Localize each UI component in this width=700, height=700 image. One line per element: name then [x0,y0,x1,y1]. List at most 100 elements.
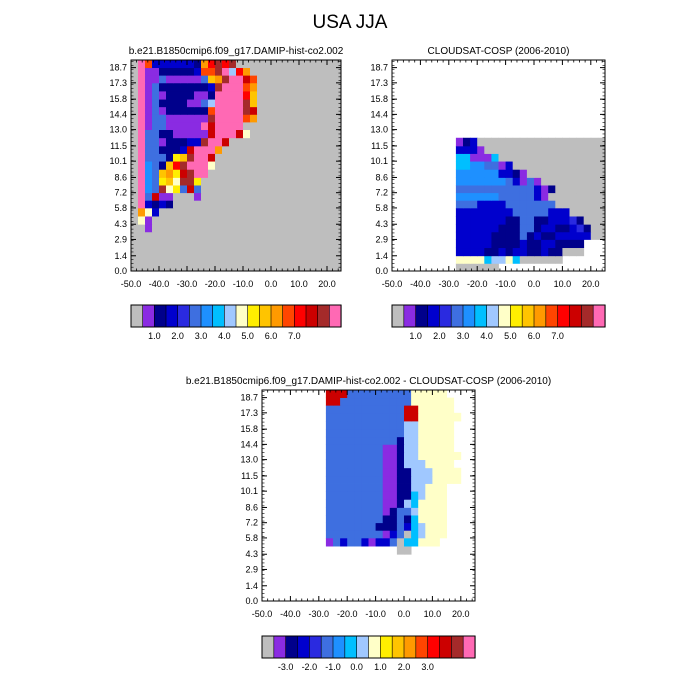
heatmap-cell [389,405,398,414]
heatmap-cell [548,161,556,170]
heatmap-cell [236,224,244,233]
heatmap-cell [347,429,355,438]
heatmap-cell [505,247,514,257]
heatmap-cell [299,231,307,240]
heatmap-cell [368,483,376,492]
heatmap-cell [562,185,570,194]
heatmap-cell [257,263,265,271]
heatmap-cell [361,499,369,508]
heatmap-cell [382,475,391,484]
figure-title: USA JJA [313,12,388,33]
heatmap-cell [389,397,398,406]
heatmap-cell [201,216,209,225]
heatmap-cell [138,106,146,115]
heatmap-cell [446,436,455,445]
heatmap-cell [569,161,577,170]
heatmap-cell [264,169,272,178]
heatmap-cell [292,263,300,271]
heatmap-cell [166,145,174,154]
colorbar-swatch [510,304,523,328]
heatmap-cell [411,499,419,508]
heatmap-cell [138,177,146,186]
heatmap-cell [470,247,478,257]
heatmap-cell [325,397,334,406]
heatmap-cell [404,459,412,469]
heatmap-cell [166,200,174,209]
heatmap-cell [201,255,209,264]
heatmap-cell [382,397,391,406]
heatmap-cell [236,255,244,264]
heatmap-cell [250,145,258,154]
heatmap-cell [313,137,321,147]
heatmap-cell [243,224,251,233]
heatmap-cell [299,207,307,217]
heatmap-cell [159,185,167,194]
heatmap-cell [347,390,355,399]
heatmap-cell [243,263,251,271]
heatmap-cell [138,207,146,217]
heatmap-cell [152,91,160,100]
heatmap-cell [375,451,384,460]
heatmap-cell [590,224,599,233]
y-tick-label: 2.9 [114,234,127,244]
heatmap-cell [432,412,440,422]
heatmap-cell [325,537,334,547]
heatmap-cell [180,106,188,115]
heatmap-cell [271,67,279,76]
heatmap-cell [187,91,195,100]
heatmap-cell [320,114,328,123]
heatmap-cell [541,207,549,217]
heatmap-cell [152,82,160,92]
heatmap-cell [215,91,223,100]
heatmap-cell [236,91,244,100]
heatmap-cell [285,207,293,217]
heatmap-cell [229,263,237,271]
heatmap-cell [222,224,230,233]
heatmap-cell [194,216,202,225]
heatmap-cell [446,405,455,414]
heatmap-cell [439,390,447,399]
x-tick-label: 10.0 [290,279,308,289]
heatmap-cell [361,537,369,547]
heatmap-cell [347,467,355,477]
heatmap-cell [208,177,216,186]
colorbar-swatch [391,635,405,659]
heatmap-cell [576,239,585,249]
heatmap-cell [187,200,195,209]
heatmap-cell [368,397,376,406]
heatmap-cell [590,207,599,217]
heatmap-cell [340,436,348,445]
heatmap-cell [519,145,528,154]
heatmap-cell [590,192,599,201]
heatmap-cell [229,192,237,201]
heatmap-cell [361,507,369,516]
heatmap-cell [257,247,265,257]
heatmap-cell [333,421,341,430]
heatmap-cell [541,137,549,147]
heatmap-cell [229,114,237,123]
heatmap-cell [222,192,230,201]
heatmap-cell [463,153,471,162]
heatmap-cell [526,231,535,240]
heatmap-cell [334,216,341,225]
heatmap-cell [327,137,335,147]
heatmap-cell [418,467,426,477]
heatmap-cell [229,224,237,233]
heatmap-cell [145,99,153,108]
heatmap-cell [243,207,251,217]
heatmap-cell [446,412,455,422]
heatmap-cell [569,231,577,240]
heatmap-cell [138,91,146,100]
x-tick-label: -30.0 [177,279,198,289]
heatmap-cell [463,137,471,147]
heatmap-cell [491,255,499,264]
colorbar-label: 2.0 [171,331,184,341]
heatmap-cell [484,153,492,162]
heatmap-cell [187,99,195,108]
heatmap-cell [491,216,499,225]
heatmap-cell [138,99,146,108]
colorbar-swatch [581,304,594,328]
heatmap-cell [215,114,223,123]
heatmap-cell [313,129,321,139]
heatmap-cell [354,405,362,414]
